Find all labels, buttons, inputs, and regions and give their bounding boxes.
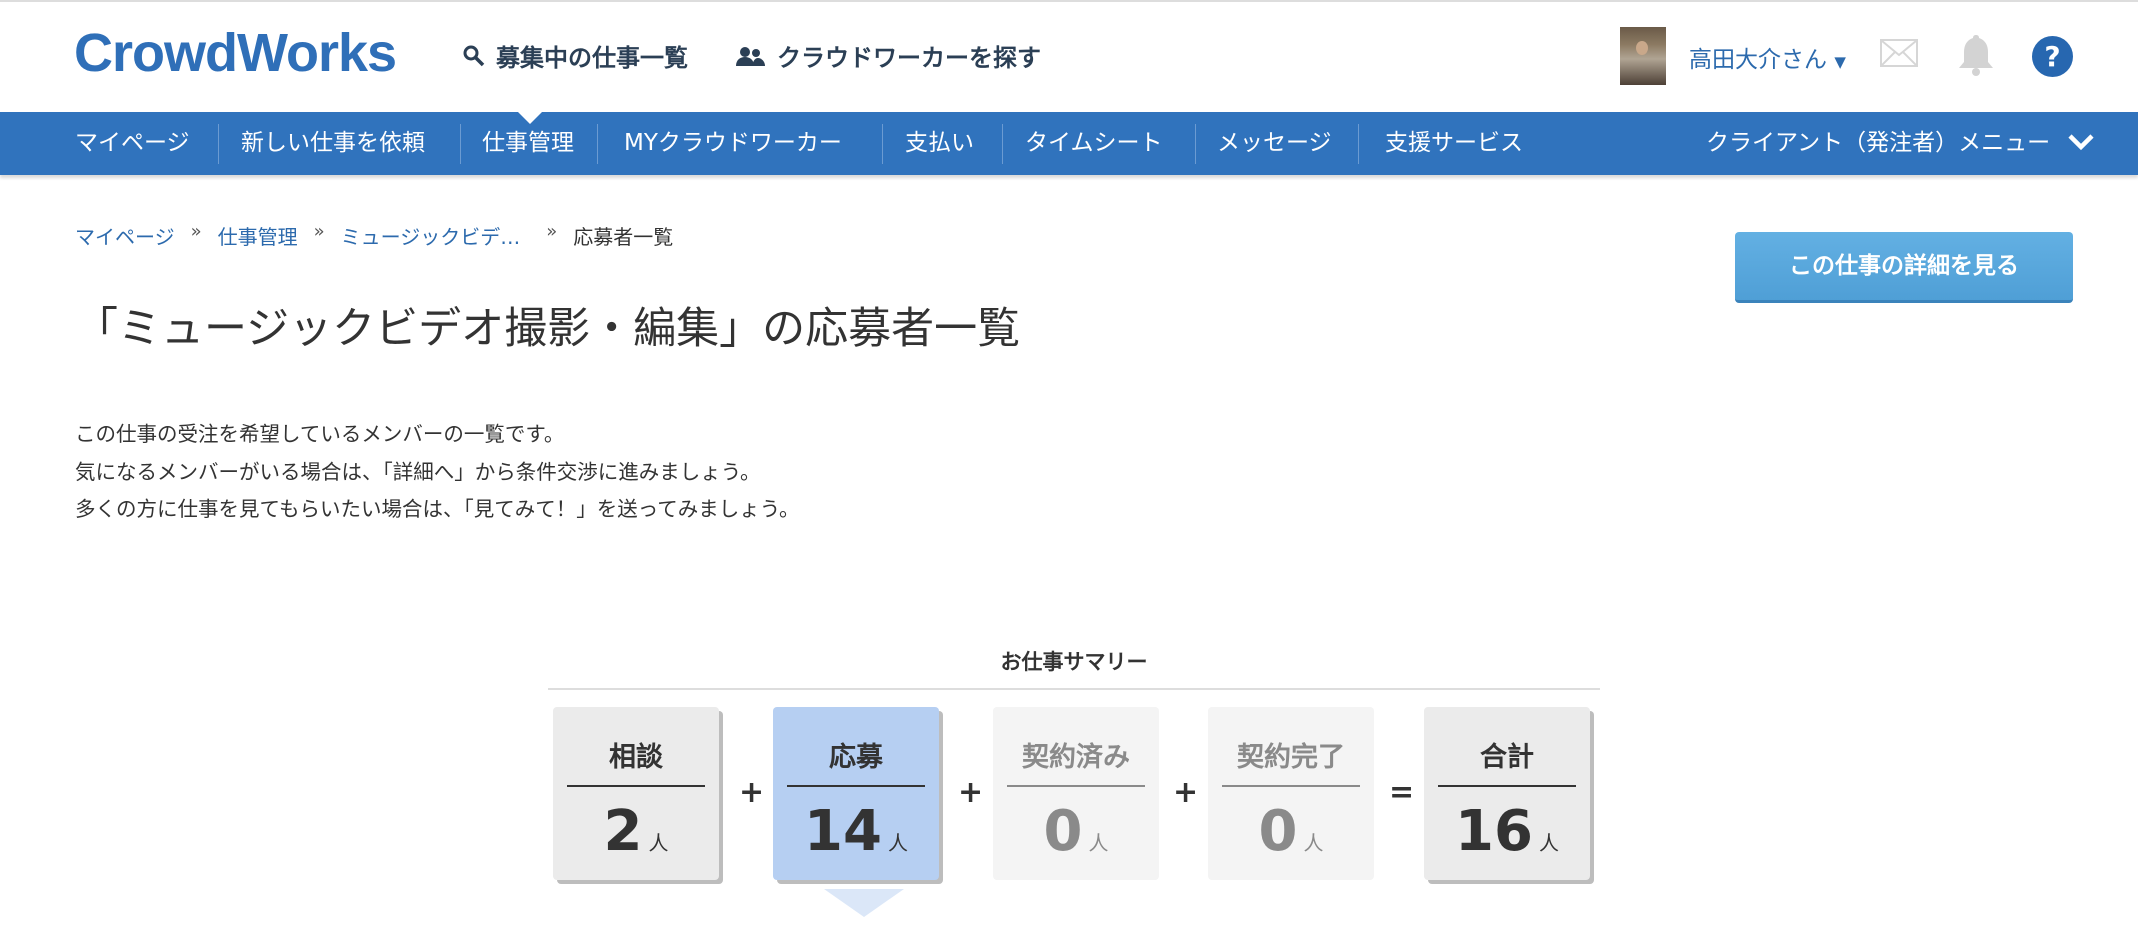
box-rule [787,785,925,787]
find-workers-link[interactable]: クラウドワーカーを探す [735,38,1041,73]
breadcrumb: マイページ » 仕事管理 » ミュージックビデ… » 応募者一覧 [75,221,673,250]
description-line: 気になるメンバーがいる場合は、「詳細へ」から条件交渉に進みましょう。 [75,459,761,484]
breadcrumb-job[interactable]: ミュージックビデ… [340,225,521,249]
box-label: 合計 [1480,742,1534,773]
top-border [0,0,2138,2]
chevron-down-icon [2068,134,2094,151]
nav-separator [597,124,598,164]
summary-box-applications[interactable]: 応募 14 人 [773,707,939,880]
breadcrumb-job-management[interactable]: 仕事管理 [217,225,298,249]
bell-icon[interactable] [1956,33,1996,77]
nav-separator [1195,124,1196,164]
box-value: 0 [1043,799,1083,864]
search-icon [463,45,485,66]
user-menu[interactable]: 高田大介さん ▼ [1689,40,1846,74]
plus-operator: + [739,775,765,810]
breadcrumb-current: 応募者一覧 [573,225,674,249]
box-value: 0 [1258,799,1298,864]
nav-new-job[interactable]: 新しい仕事を依頼 [241,130,425,156]
caret-down-icon: ▼ [1834,53,1846,71]
breadcrumb-separator: » [546,221,558,242]
client-menu[interactable]: クライアント（発注者）メニュー [1706,112,2095,175]
summary-divider [548,688,1600,690]
box-unit: 人 [1538,831,1559,855]
box-label: 応募 [829,742,883,773]
main-nav: マイページ 新しい仕事を依頼 仕事管理 MYクラウドワーカー 支払い タイムシー… [0,112,2138,175]
nav-timesheet[interactable]: タイムシート [1025,130,1163,156]
page-title: 「ミュージックビデオ撮影・編集」の応募者一覧 [75,304,1021,354]
box-unit: 人 [1088,831,1109,855]
view-job-details-button[interactable]: この仕事の詳細を見る [1735,232,2073,303]
breadcrumb-separator: » [190,221,202,242]
nav-messages[interactable]: メッセージ [1217,130,1332,156]
summary-title: お仕事サマリー [1000,650,1148,674]
breadcrumb-mypage[interactable]: マイページ [75,225,175,249]
box-label: 契約完了 [1237,742,1345,773]
nav-separator [460,124,461,164]
users-icon [736,46,765,66]
box-rule [567,785,705,787]
description-line: この仕事の受注を希望しているメンバーの一覧です。 [75,422,565,446]
nav-payment[interactable]: 支払い [905,130,974,156]
help-icon[interactable]: ? [2032,36,2073,77]
box-unit: 人 [887,831,908,855]
page-description: この仕事の受注を希望しているメンバーの一覧です。 気になるメンバーがいる場合は、… [75,416,799,529]
avatar[interactable] [1620,27,1666,85]
box-value: 2 [603,799,643,864]
box-unit: 人 [648,831,669,855]
box-label: 相談 [609,742,663,773]
nav-support-services[interactable]: 支援サービス [1385,130,1523,156]
plus-operator: + [958,775,984,810]
user-name: 高田大介さん [1689,47,1827,73]
plus-operator: + [1173,775,1199,810]
active-nav-indicator [518,112,542,124]
box-rule [1007,785,1145,787]
nav-separator [1358,124,1359,164]
nav-separator [1002,124,1003,164]
find-workers-label: クラウドワーカーを探す [777,44,1041,72]
box-value: 16 [1455,799,1533,864]
nav-separator [218,124,219,164]
description-line: 多くの方に仕事を見てもらいたい場合は、「見てみて！」を送ってみましょう。 [75,497,800,521]
client-menu-label: クライアント（発注者）メニュー [1706,130,2051,156]
box-label: 契約済み [1022,742,1130,773]
nav-mypage[interactable]: マイページ [75,130,190,156]
mail-icon[interactable] [1880,39,1918,67]
equals-operator: = [1389,775,1415,810]
breadcrumb-separator: » [313,221,325,242]
box-rule [1438,785,1576,787]
summary-box-total[interactable]: 合計 16 人 [1424,707,1590,880]
box-unit: 人 [1303,831,1324,855]
search-jobs-link[interactable]: 募集中の仕事一覧 [462,38,688,73]
box-value: 14 [804,799,882,864]
active-box-pointer [824,889,904,917]
nav-my-crowdworkers[interactable]: MYクラウドワーカー [624,130,842,156]
nav-job-management[interactable]: 仕事管理 [482,130,574,156]
search-jobs-label: 募集中の仕事一覧 [496,44,688,72]
crowdworks-logo[interactable]: CrowdWorks [74,23,397,83]
nav-separator [882,124,883,164]
box-rule [1222,785,1360,787]
